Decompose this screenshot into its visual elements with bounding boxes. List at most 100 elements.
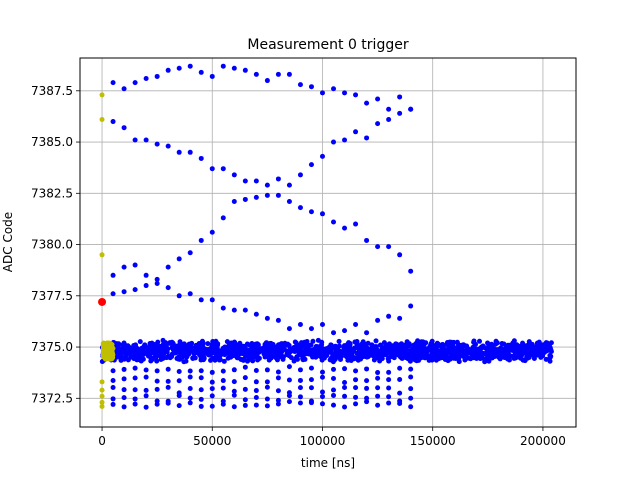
data-point <box>471 355 477 361</box>
data-point <box>331 139 337 145</box>
y-tick-label: 7375.0 <box>31 340 73 354</box>
data-point <box>99 404 105 409</box>
data-point <box>271 352 277 358</box>
data-point <box>143 367 149 373</box>
y-tick-label: 7377.5 <box>31 289 73 303</box>
data-point <box>408 106 414 112</box>
data-point <box>154 378 160 384</box>
data-point <box>308 385 314 391</box>
data-point <box>386 244 392 250</box>
data-point <box>231 307 237 313</box>
data-point <box>264 396 270 402</box>
data-point <box>121 264 127 270</box>
data-point <box>275 397 281 403</box>
data-point <box>297 322 303 327</box>
data-point <box>242 386 248 392</box>
data-point <box>297 172 303 178</box>
data-point <box>412 344 418 350</box>
data-point <box>424 346 430 352</box>
data-point <box>231 199 237 204</box>
x-tick-label: 100000 <box>300 434 346 448</box>
data-point <box>220 305 226 311</box>
data-point <box>354 339 360 345</box>
data-point <box>386 348 392 354</box>
data-point <box>99 379 105 385</box>
data-point <box>146 350 152 356</box>
data-point <box>468 350 474 356</box>
data-point <box>308 400 314 406</box>
data-point <box>386 313 392 319</box>
data-point <box>264 315 270 321</box>
data-point <box>220 378 226 384</box>
data-point <box>387 354 393 360</box>
data-point <box>253 349 259 355</box>
data-point <box>264 367 270 373</box>
data-point <box>128 354 134 360</box>
data-point <box>432 355 438 361</box>
data-point <box>165 67 171 73</box>
data-point <box>165 366 171 372</box>
data-point <box>398 341 404 347</box>
data-point <box>171 350 177 356</box>
data-point <box>121 366 127 372</box>
data-point <box>364 135 370 141</box>
data-point <box>132 401 138 407</box>
data-point <box>121 289 127 295</box>
data-point <box>364 366 370 372</box>
data-point <box>386 385 392 391</box>
data-point <box>348 358 354 364</box>
data-point <box>176 368 182 374</box>
data-point <box>143 137 149 143</box>
data-point <box>121 86 127 92</box>
data-point <box>286 364 292 370</box>
data-point <box>319 357 325 363</box>
data-point <box>356 345 362 351</box>
data-point <box>319 90 325 96</box>
data-point <box>198 357 204 363</box>
y-tick-label: 7387.5 <box>31 84 73 98</box>
data-point <box>275 375 281 381</box>
data-point <box>310 352 316 358</box>
data-point <box>485 340 491 346</box>
data-point <box>534 352 540 358</box>
data-point <box>275 388 281 394</box>
data-point <box>154 386 160 392</box>
data-point <box>275 401 281 407</box>
data-point <box>121 376 127 382</box>
data-point <box>482 345 488 351</box>
data-point <box>353 394 359 400</box>
data-point <box>121 387 127 393</box>
data-point <box>226 351 232 357</box>
data-point <box>543 356 549 362</box>
data-point <box>342 380 348 386</box>
data-point <box>336 351 342 357</box>
data-point <box>375 317 381 323</box>
data-point <box>209 403 215 409</box>
data-point <box>294 348 300 354</box>
data-point <box>143 387 149 393</box>
data-point <box>282 340 288 346</box>
data-point <box>198 297 204 303</box>
data-point <box>122 344 128 350</box>
data-point <box>547 355 553 361</box>
data-point <box>231 388 237 394</box>
data-point <box>99 399 105 405</box>
data-point <box>440 354 446 360</box>
data-point <box>143 76 149 81</box>
data-point <box>319 401 325 407</box>
data-point <box>321 346 327 352</box>
data-point <box>353 401 359 407</box>
data-point <box>163 341 169 347</box>
data-point <box>99 393 105 399</box>
y-tick-label: 7382.5 <box>31 186 73 200</box>
data-point <box>118 357 124 363</box>
data-point <box>386 394 392 400</box>
data-point <box>154 141 160 147</box>
data-point <box>231 379 237 385</box>
data-point <box>302 339 308 345</box>
data-point <box>220 166 226 172</box>
data-point <box>397 315 403 321</box>
data-point <box>209 73 215 79</box>
data-point <box>310 338 316 344</box>
data-point <box>187 395 193 401</box>
